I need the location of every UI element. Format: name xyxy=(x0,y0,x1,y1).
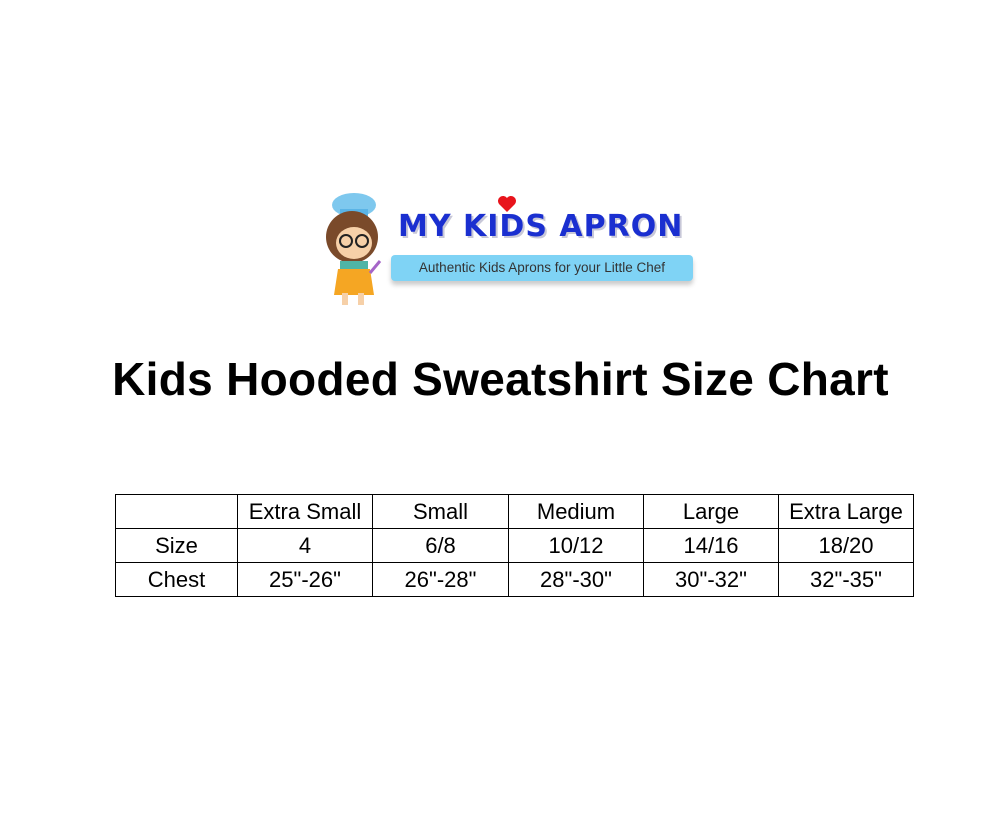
row-label: Size xyxy=(115,528,238,563)
header-cell: Medium xyxy=(508,494,644,529)
brand-tagline: Authentic Kids Aprons for your Little Ch… xyxy=(391,255,693,281)
page-title: Kids Hooded Sweatshirt Size Chart xyxy=(112,353,889,405)
header-cell: Extra Small xyxy=(237,494,373,529)
header-cell xyxy=(115,494,238,529)
table-cell: 18/20 xyxy=(778,528,914,563)
row-label: Chest xyxy=(115,562,238,597)
table-cell: 14/16 xyxy=(643,528,779,563)
table-row: Size 4 6/8 10/12 14/16 18/20 xyxy=(115,528,914,563)
table-cell: 30"-32" xyxy=(643,562,779,597)
table-cell: 28"-30" xyxy=(508,562,644,597)
brand-logo: MY KIDS APRON Authentic Kids Aprons for … xyxy=(312,185,702,310)
header-cell: Large xyxy=(643,494,779,529)
header-cell: Small xyxy=(372,494,509,529)
table-cell: 4 xyxy=(237,528,373,563)
brand-name: MY KIDS APRON xyxy=(398,209,684,244)
heart-icon xyxy=(498,196,516,212)
table-cell: 10/12 xyxy=(508,528,644,563)
table-cell: 26"-28" xyxy=(372,562,509,597)
table-row: Chest 25"-26" 26"-28" 28"-30" 30"-32" 32… xyxy=(115,562,914,597)
header-cell: Extra Large xyxy=(778,494,914,529)
table-cell: 6/8 xyxy=(372,528,509,563)
table-cell: 25"-26" xyxy=(237,562,373,597)
chef-girl-icon xyxy=(326,193,382,305)
table-header-row: Extra Small Small Medium Large Extra Lar… xyxy=(115,494,914,529)
table-cell: 32"-35" xyxy=(778,562,914,597)
size-chart-table: Extra Small Small Medium Large Extra Lar… xyxy=(115,494,914,597)
